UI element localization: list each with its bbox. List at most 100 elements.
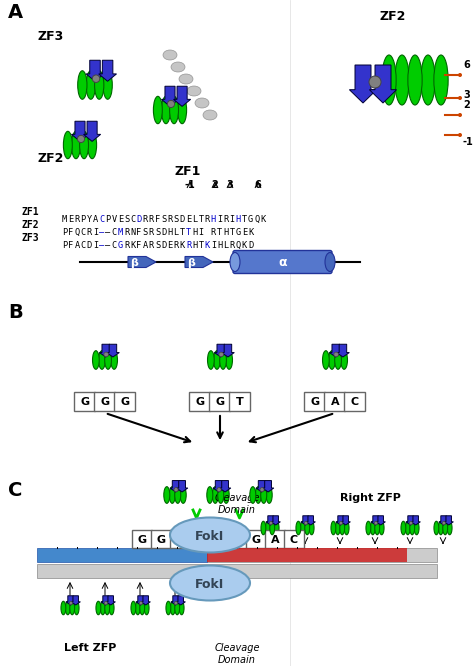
- Text: B: B: [8, 303, 23, 322]
- Ellipse shape: [78, 71, 87, 99]
- Text: FokI: FokI: [195, 577, 225, 591]
- Text: S: S: [124, 215, 129, 224]
- FancyBboxPatch shape: [284, 529, 304, 548]
- Polygon shape: [371, 515, 380, 525]
- Text: H: H: [192, 241, 198, 250]
- Circle shape: [69, 601, 73, 605]
- Text: L: L: [223, 241, 228, 250]
- Ellipse shape: [340, 521, 345, 535]
- Text: F: F: [137, 228, 142, 237]
- Circle shape: [104, 352, 109, 357]
- Ellipse shape: [250, 487, 256, 503]
- Text: F: F: [68, 241, 73, 250]
- Polygon shape: [411, 515, 420, 525]
- Text: E: E: [242, 228, 247, 237]
- Ellipse shape: [296, 521, 301, 535]
- Ellipse shape: [274, 521, 279, 535]
- Circle shape: [167, 101, 174, 107]
- Text: F: F: [137, 241, 142, 250]
- Text: G: G: [195, 397, 205, 407]
- Polygon shape: [106, 596, 115, 605]
- FancyBboxPatch shape: [189, 529, 209, 548]
- FancyBboxPatch shape: [94, 392, 116, 410]
- Text: G: G: [100, 397, 109, 407]
- Ellipse shape: [61, 601, 66, 615]
- Polygon shape: [100, 344, 112, 357]
- Ellipse shape: [370, 521, 375, 535]
- FancyBboxPatch shape: [151, 529, 171, 548]
- Text: M: M: [62, 215, 67, 224]
- Text: R: R: [124, 228, 129, 237]
- Ellipse shape: [96, 601, 101, 615]
- Text: L: L: [192, 215, 198, 224]
- Text: —: —: [105, 228, 110, 237]
- Polygon shape: [271, 515, 281, 525]
- Text: Q: Q: [236, 241, 241, 250]
- Text: —: —: [105, 241, 110, 250]
- Text: 6: 6: [255, 180, 261, 190]
- Ellipse shape: [309, 521, 314, 535]
- FancyBboxPatch shape: [229, 392, 250, 410]
- Text: I: I: [217, 215, 222, 224]
- Ellipse shape: [336, 521, 340, 535]
- FancyArrow shape: [185, 256, 213, 268]
- Polygon shape: [336, 515, 345, 525]
- Polygon shape: [136, 596, 145, 605]
- Ellipse shape: [226, 351, 232, 369]
- Polygon shape: [221, 344, 234, 357]
- Text: K: K: [242, 241, 247, 250]
- Polygon shape: [99, 60, 117, 81]
- Ellipse shape: [301, 521, 305, 535]
- Text: G: G: [236, 228, 241, 237]
- FancyBboxPatch shape: [227, 529, 247, 548]
- Text: K: K: [180, 241, 185, 250]
- Ellipse shape: [331, 521, 336, 535]
- Ellipse shape: [438, 521, 443, 535]
- FancyBboxPatch shape: [170, 529, 190, 548]
- Ellipse shape: [166, 601, 171, 615]
- Text: Q: Q: [254, 215, 259, 224]
- Text: 2: 2: [463, 100, 470, 110]
- Text: H: H: [217, 241, 222, 250]
- Ellipse shape: [379, 521, 384, 535]
- Text: H: H: [223, 228, 228, 237]
- Text: R: R: [149, 228, 154, 237]
- Ellipse shape: [140, 601, 145, 615]
- Ellipse shape: [305, 521, 310, 535]
- Text: S: S: [143, 228, 148, 237]
- Text: G: G: [175, 535, 184, 545]
- Polygon shape: [369, 65, 397, 103]
- Polygon shape: [176, 596, 185, 605]
- Text: 6: 6: [463, 60, 470, 70]
- Ellipse shape: [64, 131, 73, 159]
- Text: G: G: [120, 397, 129, 407]
- Ellipse shape: [99, 351, 105, 369]
- Text: P: P: [105, 215, 110, 224]
- FancyBboxPatch shape: [345, 392, 365, 410]
- FancyBboxPatch shape: [304, 392, 326, 410]
- Text: R: R: [167, 215, 173, 224]
- Text: K: K: [130, 241, 136, 250]
- Ellipse shape: [414, 521, 419, 535]
- Text: ZF1: ZF1: [175, 165, 201, 178]
- Text: A: A: [93, 215, 98, 224]
- Text: D: D: [161, 241, 166, 250]
- Circle shape: [334, 352, 338, 357]
- Circle shape: [77, 135, 84, 143]
- Text: P: P: [62, 241, 67, 250]
- Text: R: R: [143, 215, 148, 224]
- Text: R: R: [186, 241, 191, 250]
- Ellipse shape: [65, 601, 70, 615]
- Ellipse shape: [179, 74, 193, 84]
- Ellipse shape: [325, 252, 335, 272]
- Circle shape: [219, 352, 223, 357]
- Text: H: H: [167, 228, 173, 237]
- Circle shape: [409, 521, 412, 525]
- Ellipse shape: [434, 55, 448, 105]
- Ellipse shape: [208, 351, 214, 369]
- Ellipse shape: [92, 351, 99, 369]
- Text: L: L: [173, 228, 179, 237]
- Text: ZF2: ZF2: [380, 10, 406, 23]
- Polygon shape: [162, 86, 179, 107]
- Text: S: S: [155, 228, 160, 237]
